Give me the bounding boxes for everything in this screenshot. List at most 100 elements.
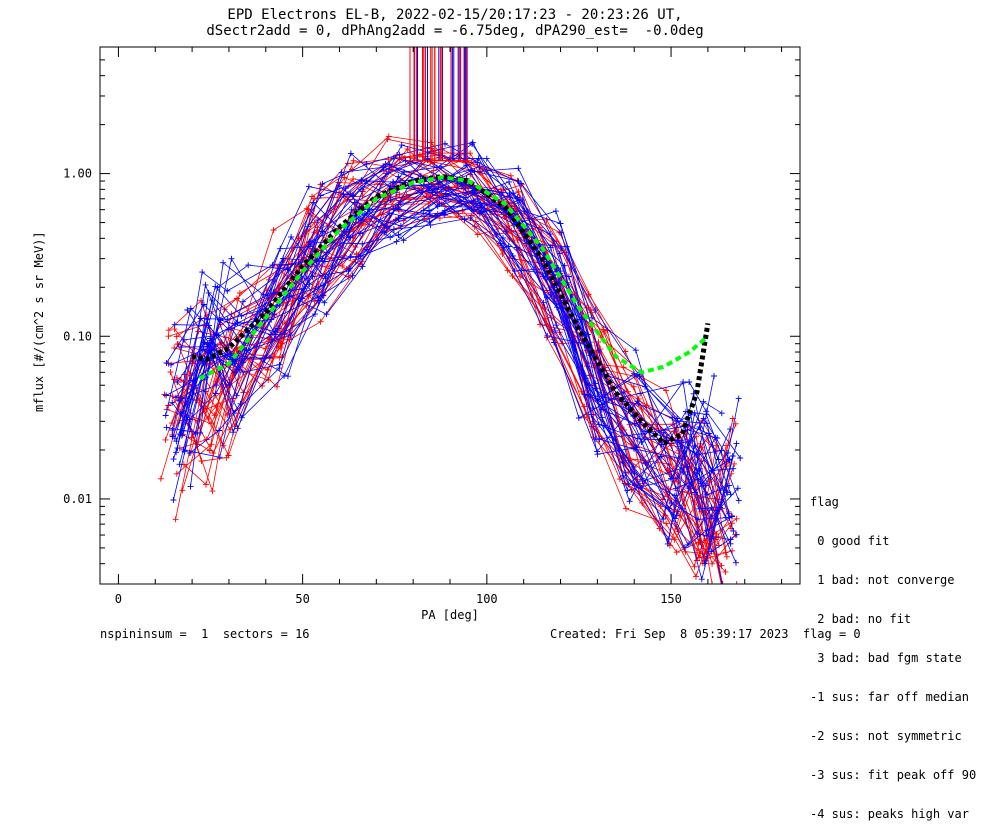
data-point-marker [606,396,612,403]
data-point-marker [197,430,204,436]
data-point-marker [432,186,439,193]
data-point-marker [459,207,466,214]
x-tick-label: 0 [115,592,122,606]
data-point-marker [321,258,328,265]
data-point-marker [303,275,310,282]
data-point-marker [349,272,356,279]
data-point-marker [718,410,725,417]
data-point-marker [551,295,558,302]
data-point-marker [500,234,506,241]
data-point-marker [163,424,170,431]
data-point-marker [348,206,355,213]
data-point-marker [458,182,465,188]
data-point-marker [514,194,521,201]
data-point-marker [513,244,520,251]
data-point-marker [269,262,276,269]
data-point-marker [633,444,640,451]
x-axis: 0 50 100 150 [115,47,783,606]
data-point-marker [426,219,433,226]
data-point-marker [175,341,181,347]
data-point-marker [363,161,370,167]
data-point-marker [638,406,645,413]
data-point-marker [311,298,318,305]
data-point-marker [718,581,725,584]
data-point-marker [711,373,717,379]
blue-series-line [179,175,740,541]
data-point-marker [347,253,354,260]
data-point-marker [596,421,602,428]
data-point-marker [735,497,742,504]
data-point-marker [363,246,370,253]
data-point-marker [729,547,736,554]
y-tick-label: 0.01 [63,492,92,506]
data-point-marker [279,259,286,266]
footer-nspin-sectors: nspininsum = 1 sectors = 16 [100,627,310,641]
y-tick-label: 0.10 [63,329,92,343]
blue-series-line [190,203,734,487]
legend-item: 3 bad: bad fgm state [810,651,962,665]
data-point-marker [671,492,678,499]
data-point-marker [680,378,687,385]
data-point-marker [700,398,707,405]
data-point-marker [467,150,474,157]
legend-item: -1 sus: far off median [810,690,969,704]
data-point-marker [347,234,354,241]
data-point-marker [237,400,244,407]
data-point-marker [426,211,433,218]
data-point-marker [552,327,558,334]
data-point-marker [669,421,676,428]
data-point-marker [177,411,184,417]
data-point-marker [427,222,434,229]
data-point-marker [177,344,184,351]
data-point-marker [180,446,187,453]
data-point-marker [390,205,397,212]
data-point-marker [445,184,452,191]
data-point-marker [350,192,357,199]
data-point-marker [315,280,322,287]
data-point-marker [205,289,212,296]
data-point-marker [637,390,644,397]
data-point-marker [456,198,463,205]
data-point-marker [361,211,368,218]
data-point-marker [634,398,641,405]
data-point-marker [204,343,211,350]
data-point-marker [425,184,432,191]
data-point-marker [284,373,291,380]
data-point-marker [698,576,705,583]
data-point-marker [734,485,741,492]
data-point-marker [684,463,691,470]
data-point-marker [224,287,231,294]
data-point-marker [270,227,277,233]
data-point-marker [323,311,330,318]
blue-series-line [175,189,734,532]
data-point-marker [238,313,245,319]
blue-series-line [173,192,727,520]
data-point-marker [385,133,392,140]
data-point-marker [359,263,366,270]
data-point-marker [471,168,478,175]
data-point-marker [184,307,191,313]
data-point-marker [581,403,588,410]
data-point-marker [694,531,701,538]
y-axis: 0.01 0.10 1.00 [63,46,800,585]
fit-curves [191,173,711,447]
data-point-marker [440,186,446,192]
data-point-marker [697,480,704,487]
data-point-marker [691,563,698,570]
data-point-marker [625,481,632,488]
data-point-marker [161,391,168,398]
chart-title-line2: dSectr2add = 0, dPhAng2add = -6.75deg, d… [206,23,704,39]
data-point-marker [420,207,427,214]
data-point-marker [319,228,326,235]
blue-series-line [179,198,737,581]
data-point-marker [507,172,514,179]
data-point-marker [733,581,740,584]
data-point-marker [305,183,312,190]
data-point-marker [592,436,599,443]
data-point-marker [171,435,178,442]
data-point-marker [238,414,245,421]
data-point-marker [162,412,169,419]
data-point-marker [703,408,710,415]
data-point-marker [663,520,670,527]
data-point-marker [461,216,468,223]
